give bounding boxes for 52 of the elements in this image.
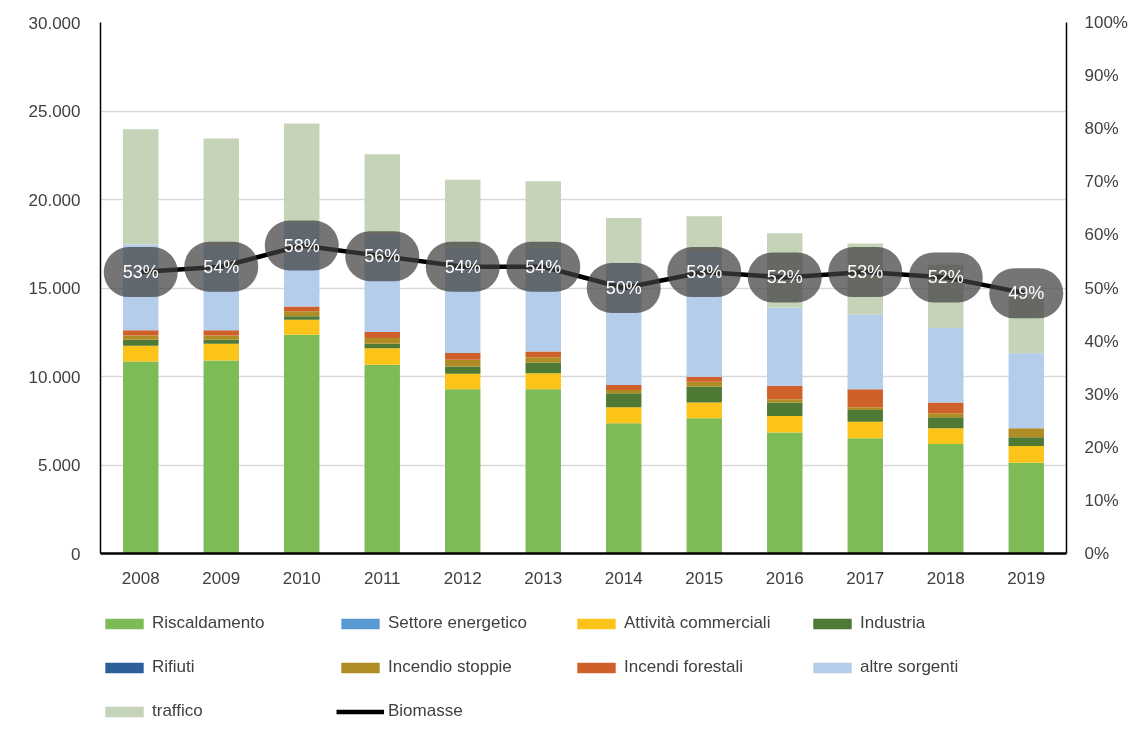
x-tick-label: 2015 (685, 568, 724, 588)
y-tick-label: 25.000 (28, 102, 81, 121)
y2-tick-label: 60% (1084, 225, 1119, 245)
legend-label: Industria (860, 612, 927, 634)
y2-tick-label: 40% (1084, 331, 1119, 351)
x-tick-label: 2016 (765, 568, 804, 588)
x-tick-label: 2019 (1007, 568, 1046, 588)
y2-tick-label: 50% (1084, 278, 1119, 298)
x-tick-label: 2013 (524, 568, 563, 588)
legend-label: Incendi forestali (624, 656, 745, 678)
y-tick-label: 20.000 (28, 190, 81, 210)
y2-tick-label: 100% (1084, 13, 1128, 32)
data-label: 52% (766, 267, 803, 288)
legend-label: Attività commerciali (624, 612, 772, 634)
legend-label: altre sorgenti (860, 656, 960, 678)
x-tick-label: 2010 (282, 568, 321, 588)
y-tick-label: 30.000 (28, 13, 81, 33)
x-tick-label: 2012 (443, 568, 482, 588)
y2-tick-label: 90% (1084, 66, 1119, 86)
legend-label: Incendio stoppie (388, 656, 513, 678)
y-tick-label: 15.000 (28, 279, 81, 298)
data-label: 53% (122, 262, 159, 283)
data-label: 54% (444, 256, 481, 277)
x-tick-label: 2008 (121, 568, 160, 588)
x-tick-label: 2018 (926, 568, 965, 588)
data-label: 53% (686, 262, 723, 283)
x-tick-label: 2014 (604, 568, 643, 588)
data-label: 56% (364, 246, 401, 267)
data-label: 54% (525, 256, 562, 277)
legend-label: Rifiuti (152, 656, 196, 678)
y-tick-label: 5.000 (37, 456, 81, 475)
y2-tick-label: 20% (1084, 437, 1119, 457)
data-label: 49% (1008, 283, 1045, 304)
legend-label: traffico (152, 700, 204, 722)
y2-tick-label: 80% (1084, 119, 1119, 139)
data-label: 53% (847, 262, 884, 283)
legend-label: Settore energetico (388, 612, 528, 634)
y-tick-label: 10.000 (28, 367, 81, 387)
legend-label: Riscaldamento (152, 612, 266, 634)
y2-tick-label: 70% (1084, 172, 1119, 192)
y2-tick-label: 10% (1084, 490, 1119, 510)
data-label: 58% (283, 235, 320, 256)
x-tick-label: 2011 (363, 568, 401, 588)
y2-tick-label: 0% (1084, 544, 1110, 563)
y2-tick-label: 30% (1084, 384, 1119, 404)
data-label: 50% (605, 278, 642, 298)
x-tick-label: 2017 (846, 568, 885, 588)
y-tick-label: 0 (71, 544, 81, 564)
x-tick-label: 2009 (202, 568, 241, 588)
data-label: 52% (927, 267, 964, 288)
legend-label: Biomasse (388, 700, 464, 722)
data-label: 54% (203, 256, 240, 277)
